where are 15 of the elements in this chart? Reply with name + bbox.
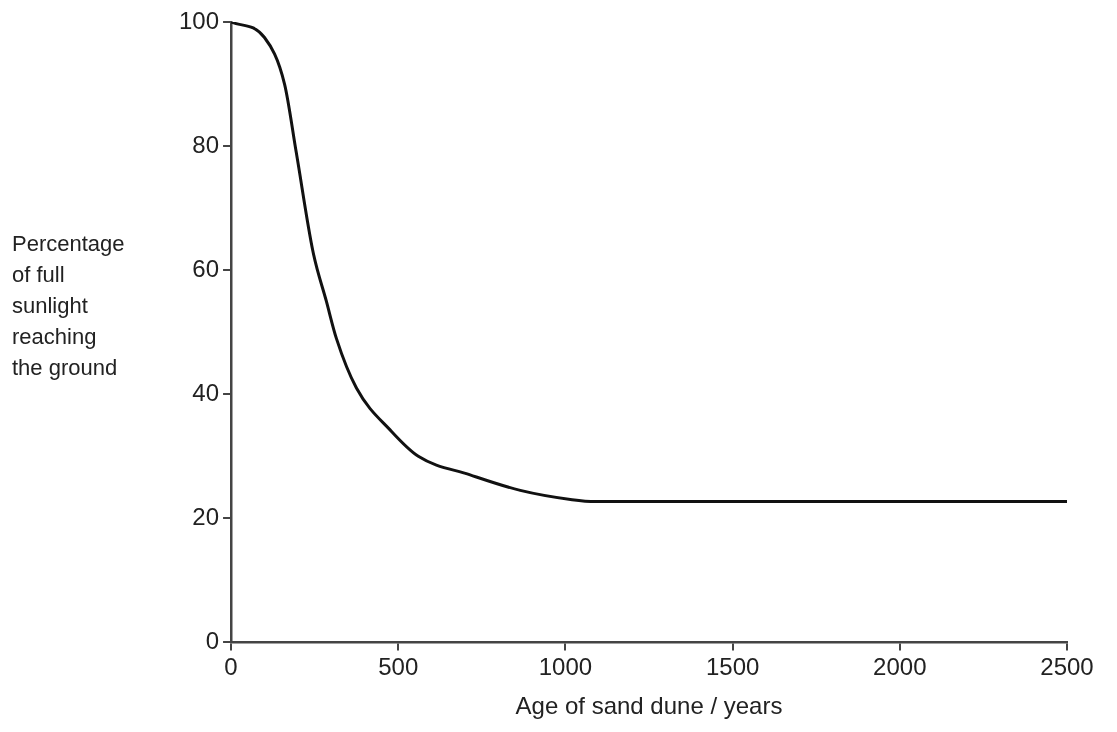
- y-tick-label: 60: [192, 254, 220, 282]
- y-axis-title: Percentage of full sunlight reaching the ground: [12, 230, 126, 382]
- x-axis-title: Age of sand dune / years: [515, 692, 783, 720]
- line-series: [231, 22, 1067, 504]
- x-tick-label: 1000: [538, 653, 593, 681]
- x-tick-label: 1500: [705, 653, 760, 681]
- y-tick-label: 40: [192, 378, 220, 406]
- x-tick-label: 2000: [873, 653, 927, 681]
- y-tick-label: 20: [192, 502, 220, 530]
- y-tick-label: 100: [179, 6, 220, 34]
- x-tick-label: 0: [224, 653, 238, 681]
- x-tick-label: 2500: [1040, 653, 1094, 681]
- y-tick-label: 80: [192, 130, 220, 158]
- y-tick-label: 0: [205, 627, 220, 655]
- x-tick-label: 500: [378, 653, 419, 681]
